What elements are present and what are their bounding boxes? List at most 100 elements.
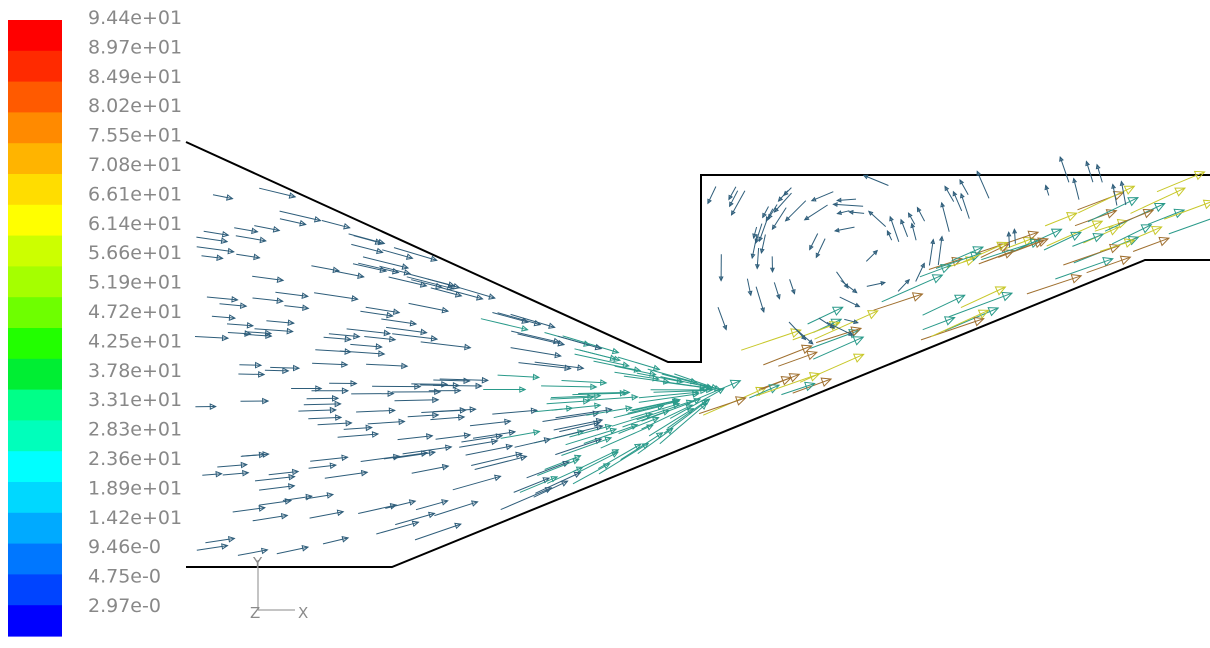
velocity-vector-head [341,361,349,368]
velocity-vector [395,512,435,526]
velocity-vector [578,349,621,361]
velocity-vector-head [604,423,613,431]
velocity-vector-head [360,469,369,477]
velocity-vector [201,255,223,259]
velocity-vector-head [964,256,977,267]
velocity-vector [1086,256,1131,274]
velocity-vector-head [649,370,657,377]
velocity-vector-head [590,383,598,391]
velocity-vector-head [378,350,386,357]
velocity-vector-head [262,397,270,405]
velocity-vector-head [515,451,523,459]
color-bar [8,20,62,637]
velocity-vector-head [414,383,422,390]
velocity-vector-head [910,222,916,229]
velocity-vector-head [335,414,343,421]
velocity-vector-head [548,322,556,329]
velocity-vector [833,203,864,207]
velocity-vector-head [977,309,990,319]
velocity-vector-head [836,210,842,216]
velocity-vector-head [595,424,604,431]
velocity-vector-head [940,201,946,208]
velocity-vector [392,451,435,459]
velocity-vector [1059,156,1070,183]
velocity-vector-head [254,361,263,369]
velocity-vector-head [411,520,420,527]
color-bar-swatch [8,328,62,360]
velocity-vector-head [729,201,734,208]
velocity-vector-head [747,290,753,297]
velocity-vector-head [600,379,608,386]
velocity-vector [310,456,348,462]
velocity-vector-head [226,194,234,201]
velocity-vector-head [889,215,894,222]
velocity-vector [1072,233,1104,247]
velocity-vector [492,312,529,323]
velocity-vector-head [1091,220,1104,230]
velocity-vector-head [930,238,936,245]
velocity-vector [922,294,966,316]
velocity-vector-head [611,451,619,458]
velocity-vector [314,292,358,300]
velocity-vector-head [759,248,765,255]
velocity-vector [227,332,251,335]
velocity-vector [562,335,619,354]
velocity-vector [324,471,368,479]
velocity-vector-head [553,337,561,345]
velocity-vector-head [809,244,814,251]
velocity-vector-head [613,355,622,363]
velocity-vector-head [1044,184,1050,191]
velocity-vector [282,495,312,501]
velocity-vector [366,363,408,367]
velocity-vector [452,475,501,491]
velocity-vector [259,187,296,198]
velocity-vector [408,302,449,312]
velocity-vector-head [209,403,217,411]
velocity-vector-head [420,328,428,336]
velocity-vector [755,373,820,397]
velocity-vector [623,375,670,383]
velocity-vector-head [315,385,323,392]
velocity-vector-head [215,470,223,478]
velocity-vector-head [334,400,342,408]
velocity-vector-head [836,197,842,203]
velocity-vector-head [692,389,700,397]
velocity-vector-head [287,319,295,327]
velocity-vector [241,453,269,457]
velocity-vector-head [350,379,358,387]
velocity-vector-head [220,237,229,245]
velocity-vector-head [544,487,553,494]
velocity-vector-head [604,436,613,443]
velocity-vector [420,384,459,386]
velocity-vector [959,179,969,196]
velocity-vector-head [852,336,865,346]
velocity-vector-head [1012,228,1018,234]
velocity-vector [631,399,679,412]
velocity-vector-head [260,547,269,555]
velocity-vector [617,356,660,370]
color-bar-label: 8.97e+01 [88,36,182,58]
color-bar-swatch [8,174,62,206]
velocity-vector-head [666,427,674,435]
velocity-vector-head [376,247,384,255]
velocity-vector [1063,245,1120,266]
velocity-vector [1078,185,1135,214]
velocity-vector-head [807,339,814,345]
velocity-vector-head [730,210,736,216]
velocity-vector-head [663,378,671,385]
velocity-vector-head [943,316,956,326]
velocity-vector-head [495,433,504,440]
velocity-vector-head [911,292,924,302]
velocity-vector [561,380,607,384]
velocity-vector-head [419,281,428,288]
velocity-vector [618,417,659,434]
velocity-vector-head [344,335,352,343]
velocity-vector [762,206,769,218]
velocity-vector [497,374,539,378]
velocity-vector [226,323,253,327]
velocity-vector-head [519,386,527,393]
velocity-vector-head [383,329,391,337]
velocity-vector [279,210,321,222]
velocity-vector [763,345,812,366]
velocity-vector [637,427,674,455]
